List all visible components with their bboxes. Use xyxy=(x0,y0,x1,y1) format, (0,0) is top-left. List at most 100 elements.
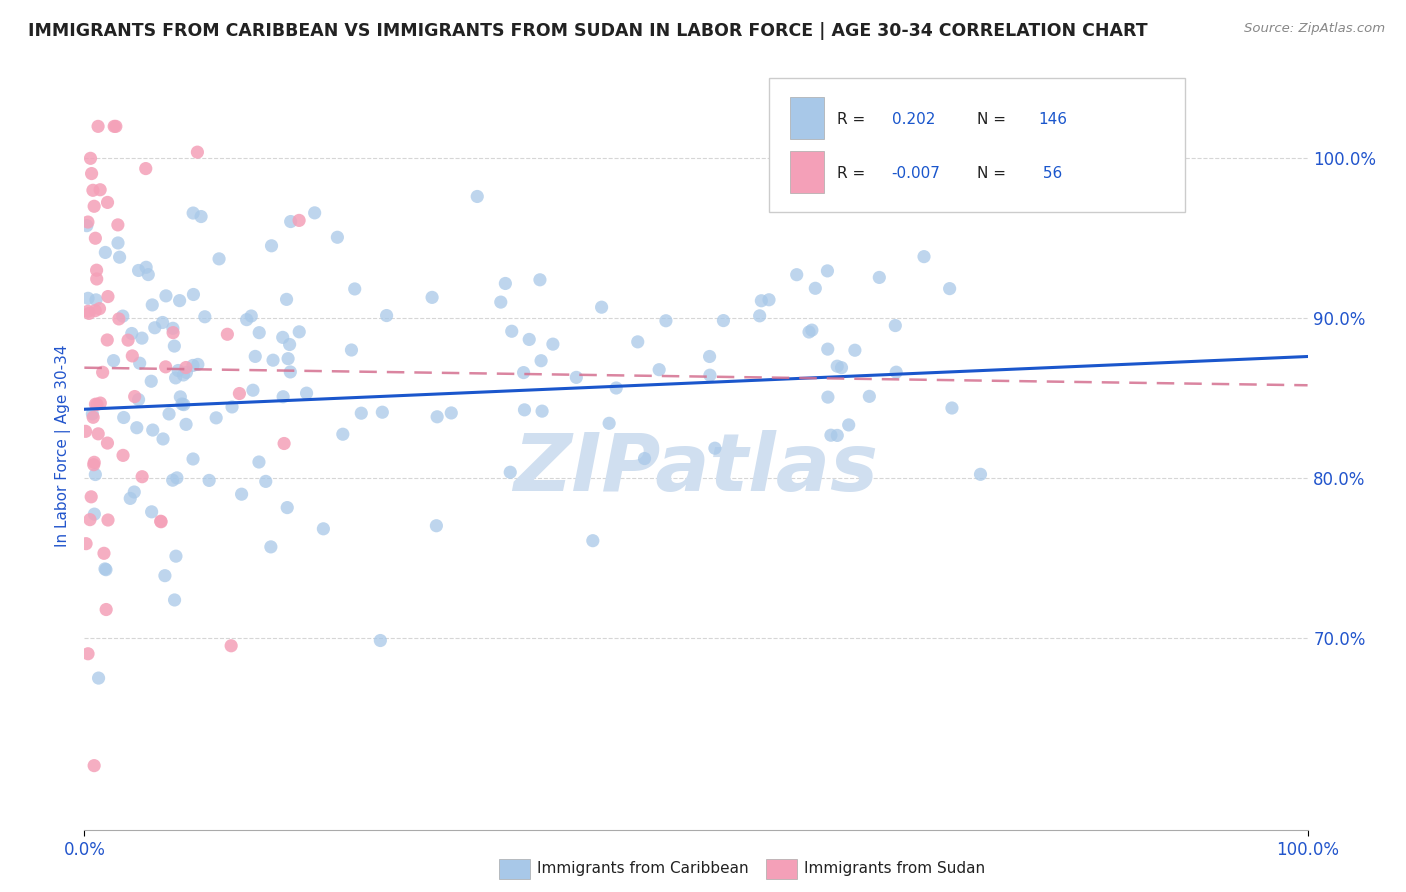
Point xyxy=(440,406,463,420)
FancyBboxPatch shape xyxy=(769,78,1185,212)
Point xyxy=(825,428,848,442)
Point xyxy=(112,449,135,463)
Point xyxy=(605,381,627,395)
Text: N =: N = xyxy=(977,166,1007,181)
Point xyxy=(107,218,129,232)
Point xyxy=(124,390,146,404)
Bar xyxy=(790,97,824,139)
Y-axis label: In Labor Force | Age 30-34: In Labor Force | Age 30-34 xyxy=(55,344,72,548)
Point xyxy=(83,455,105,469)
Text: N =: N = xyxy=(977,112,1007,128)
Point xyxy=(83,458,105,472)
Point xyxy=(125,421,148,435)
Text: Source: ZipAtlas.com: Source: ZipAtlas.com xyxy=(1244,22,1385,36)
Point xyxy=(260,540,283,554)
Point xyxy=(97,289,120,303)
Point xyxy=(84,231,107,245)
Text: 0.202: 0.202 xyxy=(891,112,935,128)
Point xyxy=(565,370,588,384)
Point xyxy=(858,389,880,403)
Point xyxy=(128,356,150,370)
Point xyxy=(75,425,97,439)
Point xyxy=(155,359,177,374)
Point xyxy=(170,397,193,411)
Point xyxy=(235,312,257,326)
Point xyxy=(93,546,115,560)
Point xyxy=(111,309,134,323)
Point xyxy=(83,507,105,521)
Point xyxy=(103,120,125,134)
Point xyxy=(748,309,770,323)
Point xyxy=(751,293,773,308)
Point xyxy=(142,423,165,437)
Point xyxy=(163,593,186,607)
Point xyxy=(97,513,120,527)
Point xyxy=(86,397,108,411)
Point xyxy=(288,213,311,227)
Point xyxy=(844,343,866,358)
Point xyxy=(513,402,536,417)
Point xyxy=(86,272,108,286)
Text: Immigrants from Sudan: Immigrants from Sudan xyxy=(804,862,986,876)
Point xyxy=(655,314,678,328)
Point xyxy=(162,473,184,487)
Point xyxy=(512,366,534,380)
Text: ZIPatlas: ZIPatlas xyxy=(513,430,879,508)
Point xyxy=(173,398,195,412)
Point xyxy=(332,427,354,442)
Point xyxy=(75,536,97,550)
Point xyxy=(87,120,110,134)
Point xyxy=(141,298,163,312)
Point xyxy=(94,563,117,577)
Point xyxy=(198,474,221,488)
Point xyxy=(107,235,129,250)
Point xyxy=(262,353,284,368)
Text: IMMIGRANTS FROM CARIBBEAN VS IMMIGRANTS FROM SUDAN IN LABOR FORCE | AGE 30-34 CO: IMMIGRANTS FROM CARIBBEAN VS IMMIGRANTS … xyxy=(28,22,1147,40)
Point xyxy=(247,455,270,469)
Point xyxy=(260,239,283,253)
Point xyxy=(150,515,173,529)
Point xyxy=(166,471,188,485)
Point xyxy=(96,602,118,616)
Point xyxy=(425,518,447,533)
Point xyxy=(703,441,725,455)
Point xyxy=(94,245,117,260)
Point xyxy=(426,409,449,424)
Point xyxy=(817,390,839,404)
Point xyxy=(786,268,808,282)
Point xyxy=(89,301,111,316)
Point xyxy=(271,390,294,404)
Point xyxy=(82,183,104,197)
Point xyxy=(157,407,180,421)
Point xyxy=(208,252,231,266)
Point xyxy=(221,400,243,414)
Point xyxy=(181,359,204,373)
Point xyxy=(84,293,107,307)
Point xyxy=(135,161,157,176)
Point xyxy=(817,264,839,278)
Point xyxy=(87,426,110,441)
Point xyxy=(152,316,174,330)
Point xyxy=(343,282,366,296)
Point xyxy=(86,263,108,277)
Point xyxy=(77,647,100,661)
Point xyxy=(969,467,991,482)
Point xyxy=(89,396,111,410)
Point xyxy=(245,350,267,364)
Point xyxy=(77,291,100,305)
Point xyxy=(295,386,318,401)
Point xyxy=(912,250,935,264)
Point xyxy=(181,452,204,467)
Point xyxy=(831,360,853,375)
Point xyxy=(76,219,98,233)
Point xyxy=(699,368,721,383)
Point xyxy=(273,436,295,450)
Point xyxy=(194,310,217,324)
Point xyxy=(169,390,191,404)
Point xyxy=(375,309,398,323)
Point xyxy=(187,358,209,372)
Point xyxy=(541,337,564,351)
Point xyxy=(128,392,150,407)
Point xyxy=(121,349,143,363)
Point xyxy=(120,491,142,506)
